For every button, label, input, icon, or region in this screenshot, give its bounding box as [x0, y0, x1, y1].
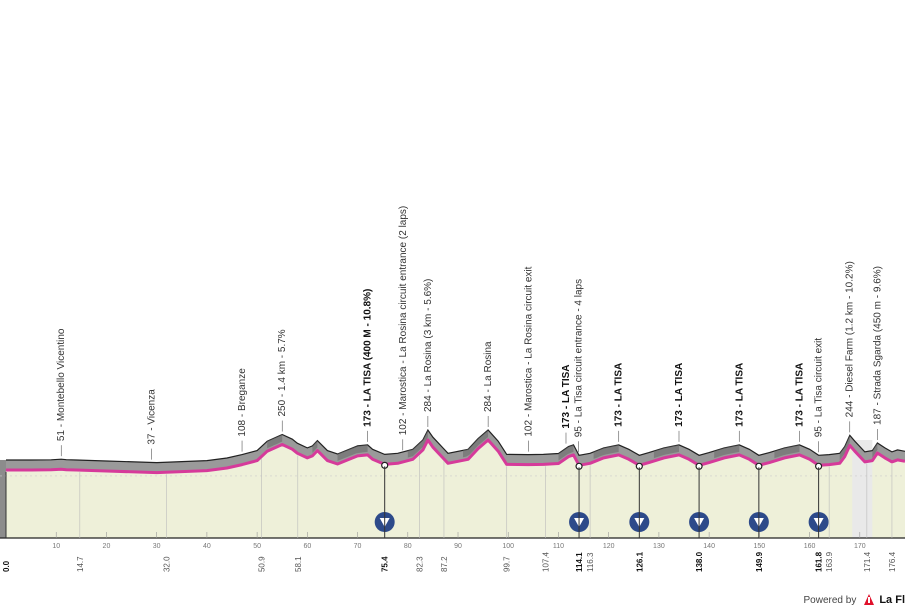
- landmark-label: 51 - Montebello Vicentino: [56, 328, 67, 441]
- landmark-label: 173 - LA TISA: [795, 363, 806, 427]
- axis-tick-label: 40: [203, 543, 211, 550]
- km-label: 114.1: [575, 552, 584, 572]
- landmark-label: 173 - LA TISA: [561, 364, 572, 428]
- brand-text: La Fl: [879, 594, 905, 606]
- powered-by-text: Powered by: [803, 594, 857, 606]
- axis-tick-label: 120: [603, 543, 615, 550]
- landmark-label: 187 - Strada Sgarda (450 m - 9.6%): [872, 266, 883, 425]
- climb-segment: [337, 444, 368, 461]
- landmark-label: 284 - La Rosina (3 km - 5.6%): [423, 279, 434, 412]
- axis-tick-label: 150: [754, 543, 766, 550]
- climb-segment: [407, 430, 428, 458]
- climb-segment: [653, 444, 679, 459]
- axis-tick-label: 50: [253, 543, 261, 550]
- elevation-profile-area: [6, 430, 905, 473]
- km-label: 126.1: [635, 551, 644, 572]
- landmark-label: 173 - LA TISA: [614, 363, 625, 427]
- km-labels-layer: 0.0 14.7 32.0 50.9 58.1 75.4 82.3 87.2 99.7 107.4…: [2, 455, 897, 572]
- climb-segment: [839, 435, 850, 461]
- axis-tick-label: 10: [52, 543, 60, 550]
- landmark-label: 250 - 1.4 km - 5.7%: [277, 329, 288, 416]
- axis-tick-label: 60: [303, 543, 311, 550]
- climb-segment: [593, 444, 619, 459]
- route-line: [6, 438, 905, 475]
- km-label: 138.0: [695, 551, 704, 572]
- km-label: 58.1: [294, 556, 303, 572]
- elevation-profile-layer: [0, 428, 905, 538]
- la-flamme-logo-icon: [864, 594, 875, 605]
- landmark-label: 102 - Marostica - La Rosina circuit entr…: [398, 206, 409, 436]
- elevation-profile-outline: [6, 428, 905, 464]
- climb-segment: [558, 444, 574, 461]
- axis-tick-label: 140: [703, 543, 715, 550]
- climb-segment: [714, 444, 740, 459]
- landmark-labels-layer: 51 - Montebello Vicentino 37 - Vicenza 108…: [56, 206, 883, 460]
- start-bar: [0, 459, 6, 538]
- landmark-label: 173 - LA TISA: [734, 363, 745, 427]
- km-label: 75.4: [381, 556, 390, 572]
- axis-tick-label: 30: [153, 543, 161, 550]
- km-label: 161.8: [815, 551, 824, 572]
- km-label: 87.2: [440, 556, 449, 572]
- climb-segment: [872, 443, 878, 458]
- profile-band: [6, 440, 905, 538]
- km-label: 171.4: [863, 551, 872, 572]
- axis-tick-label: 170: [854, 543, 866, 550]
- km-label: 0.0: [2, 560, 11, 572]
- axis-tick-label: 130: [653, 543, 665, 550]
- km-label: 163.9: [825, 551, 834, 572]
- km-label: 50.9: [258, 556, 267, 572]
- axis-tick-label: 20: [103, 543, 111, 550]
- x-axis: 10 20 30 40 50 60 70 80 90 100 110 120 130 140 150 160 1…: [0, 532, 905, 550]
- axis-tick-label: 160: [804, 543, 816, 550]
- footer-branding: Powered by La Fl: [804, 593, 905, 607]
- finish-zone-band: [852, 440, 873, 538]
- landmark-label: 173 - LA TISA: [674, 363, 685, 427]
- climb-segment: [463, 430, 489, 458]
- km-label: 82.3: [415, 556, 424, 572]
- climb-segment: [312, 440, 318, 453]
- route-line-layer: [0, 438, 905, 477]
- landmark-label: 244 - Diesel Farm (1.2 km - 10.2%): [845, 261, 856, 417]
- axis-tick-label: 100: [502, 543, 514, 550]
- climb-segment-layer: [267, 430, 878, 461]
- km-label: 107.4: [541, 551, 550, 572]
- km-label: 14.7: [76, 556, 85, 572]
- km-label: 116.3: [586, 552, 595, 572]
- chart-band-layer: [6, 440, 905, 538]
- landmark-label: 284 - La Rosina: [483, 341, 494, 412]
- axis-tick-label: 80: [404, 543, 412, 550]
- km-label: 176.4: [888, 551, 897, 572]
- landmark-label: 95 - La Tisa circuit exit: [814, 338, 825, 438]
- landmark-label: 108 - Breganze: [237, 368, 248, 437]
- axis-tick-label: 110: [553, 543, 564, 550]
- landmark-label: 173 - LA TISA (400 M - 10.8%): [363, 289, 374, 427]
- km-label: 99.7: [503, 556, 512, 572]
- km-label: 32.0: [163, 556, 172, 572]
- landmark-label: 102 - Marostica - La Rosina circuit exit: [523, 266, 534, 436]
- climb-segment: [267, 434, 283, 449]
- axis-tick-label: 70: [354, 543, 362, 550]
- climb-segment: [774, 444, 800, 459]
- km-label: 149.9: [755, 551, 764, 572]
- axis-tick-label: 90: [454, 543, 462, 550]
- landmark-label: 95 - La Tisa circuit entrance - 4 laps: [574, 279, 585, 437]
- landmark-label: 37 - Vicenza: [147, 389, 158, 445]
